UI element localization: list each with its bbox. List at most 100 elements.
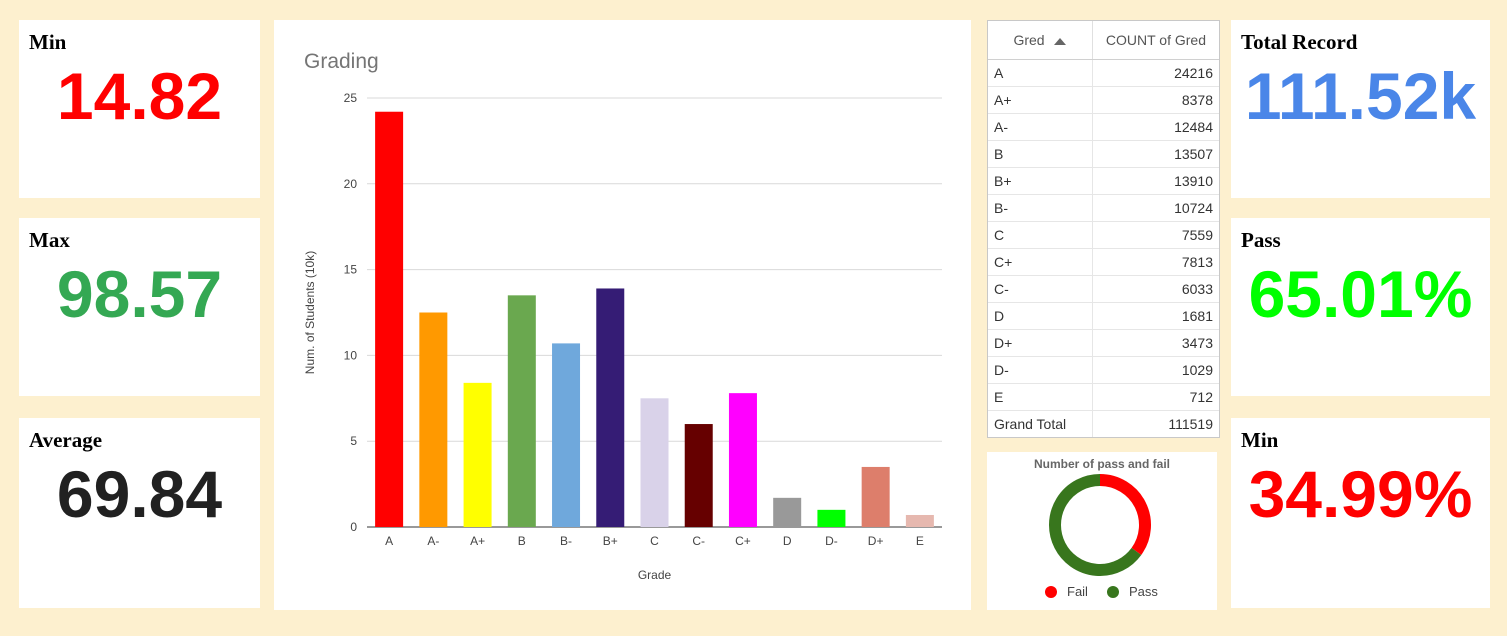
legend-label-pass: Pass <box>1129 584 1158 599</box>
bar-B <box>507 295 536 527</box>
pass-fail-donut-chart: Number of pass and fail Fail Pass <box>1034 457 1170 599</box>
chart-title: Grading <box>304 50 379 73</box>
total-record-value: 111.52k <box>1244 59 1477 133</box>
table-row: C- 6033 <box>988 275 1219 303</box>
legend-label-fail: Fail <box>1067 584 1088 599</box>
x-tick-label: A+ <box>470 534 485 548</box>
donut-slice-fail <box>1099 474 1151 555</box>
grade-cell: A+ <box>988 86 1093 114</box>
bar-D- <box>817 509 846 527</box>
grade-count-pivot-table: Gred COUNT of Gred A 24216 A+ 8378 A- 12484 B 1… <box>987 20 1220 438</box>
table-row: D- 1029 <box>988 356 1219 384</box>
grading-bar-chart: Grading 0 5 10 15 20 25 A A- A+ B B- B+ C C- C+ D D- D+ E Gr… <box>303 50 942 582</box>
average-card: Average 69.84 <box>19 418 260 608</box>
table-row: D+ 3473 <box>988 329 1219 357</box>
grading-chart-card: Grading 0 5 10 15 20 25 A A- A+ B B- B+ C C- C+ D D- D+ E Gr… <box>274 20 971 610</box>
grade-cell: C <box>988 221 1093 249</box>
grade-cell: D- <box>988 356 1093 384</box>
x-tick-label: A- <box>427 534 439 548</box>
grade-cell: Grand Total <box>988 410 1093 437</box>
table-row: B+ 13910 <box>988 167 1219 195</box>
table-row: Grand Total 111519 <box>988 410 1219 437</box>
x-tick-label: C- <box>692 534 705 548</box>
min-score-label: Min <box>29 30 67 54</box>
table-row: B 13507 <box>988 140 1219 168</box>
y-tick-label: 5 <box>350 434 357 448</box>
grade-cell: A- <box>988 113 1093 141</box>
fail-value: 34.99% <box>1248 457 1473 531</box>
fail-card: Min 34.99% <box>1231 418 1490 608</box>
bar-A+ <box>463 382 492 527</box>
count-cell: 111519 <box>1168 416 1213 432</box>
total-record-label: Total Record <box>1241 30 1358 54</box>
sort-ascending-icon[interactable] <box>1054 37 1067 45</box>
max-score-card: Max 98.57 <box>19 218 260 396</box>
count-cell: 13910 <box>1092 167 1219 195</box>
grade-cell: B <box>988 140 1093 168</box>
pass-value: 65.01% <box>1248 257 1473 331</box>
donut-title: Number of pass and fail <box>1034 457 1170 471</box>
grade-cell: A <box>988 59 1093 87</box>
min-score-value: 14.82 <box>56 59 223 133</box>
total-record-card: Total Record 111.52k <box>1231 20 1490 198</box>
count-cell: 712 <box>1092 383 1219 411</box>
table-row: C 7559 <box>988 221 1219 249</box>
bar-C+ <box>728 393 757 527</box>
x-tick-label: B <box>518 534 526 548</box>
count-cell: 1029 <box>1092 356 1219 384</box>
count-cell: 3473 <box>1092 329 1219 357</box>
bar-D <box>773 497 802 527</box>
grade-cell: E <box>988 383 1093 411</box>
count-cell: 10724 <box>1092 194 1219 222</box>
count-cell: 13507 <box>1092 140 1219 168</box>
table-row: C+ 7813 <box>988 248 1219 276</box>
x-tick-label: C+ <box>735 534 751 548</box>
x-tick-label: C <box>650 534 659 548</box>
bar-B+ <box>596 288 625 527</box>
y-axis-label: Num. of Students (10k) <box>303 251 317 374</box>
count-cell: 1681 <box>1092 302 1219 330</box>
bar-C <box>640 398 669 527</box>
grade-cell: B+ <box>988 167 1093 195</box>
column-header-grade[interactable]: Gred <box>988 21 1093 60</box>
pass-fail-chart-card: Number of pass and fail Fail Pass <box>987 452 1217 610</box>
count-cell: 24216 <box>1092 59 1219 87</box>
bar-A <box>375 111 404 527</box>
x-tick-label: A <box>385 534 393 548</box>
grade-cell: D <box>988 302 1093 330</box>
x-tick-label: D- <box>825 534 838 548</box>
donut-slice-pass <box>1049 474 1142 576</box>
x-tick-label: B+ <box>603 534 618 548</box>
x-tick-label: D+ <box>868 534 884 548</box>
y-tick-label: 0 <box>350 520 357 534</box>
x-tick-label: E <box>916 534 924 548</box>
count-cell: 12484 <box>1092 113 1219 141</box>
x-tick-label: B- <box>560 534 572 548</box>
average-value: 69.84 <box>56 457 223 531</box>
max-score-value: 98.57 <box>56 257 223 331</box>
x-axis-label: Grade <box>638 568 672 582</box>
legend-marker-fail <box>1045 586 1057 598</box>
column-header-count[interactable]: COUNT of Gred <box>1092 21 1219 60</box>
table-row: A- 12484 <box>988 113 1219 141</box>
count-cell: 8378 <box>1092 86 1219 114</box>
table-row: B- 10724 <box>988 194 1219 222</box>
min-score-card: Min 14.82 <box>19 20 260 198</box>
column-header-grade-label: Gred <box>1013 32 1045 48</box>
y-tick-label: 10 <box>344 348 358 362</box>
grade-cell: C- <box>988 275 1093 303</box>
max-score-label: Max <box>29 228 70 252</box>
count-cell: 7813 <box>1092 248 1219 276</box>
table-row: A 24216 <box>988 59 1219 87</box>
grade-cell: D+ <box>988 329 1093 357</box>
bar-E <box>905 514 934 527</box>
legend-marker-pass <box>1107 586 1119 598</box>
bar-D+ <box>861 466 890 527</box>
bar-A- <box>419 312 448 527</box>
fail-label: Min <box>1241 428 1279 452</box>
pass-card: Pass 65.01% <box>1231 218 1490 396</box>
x-tick-label: D <box>783 534 792 548</box>
average-label: Average <box>29 428 103 452</box>
bar-B- <box>552 343 581 527</box>
pass-label: Pass <box>1241 228 1281 252</box>
